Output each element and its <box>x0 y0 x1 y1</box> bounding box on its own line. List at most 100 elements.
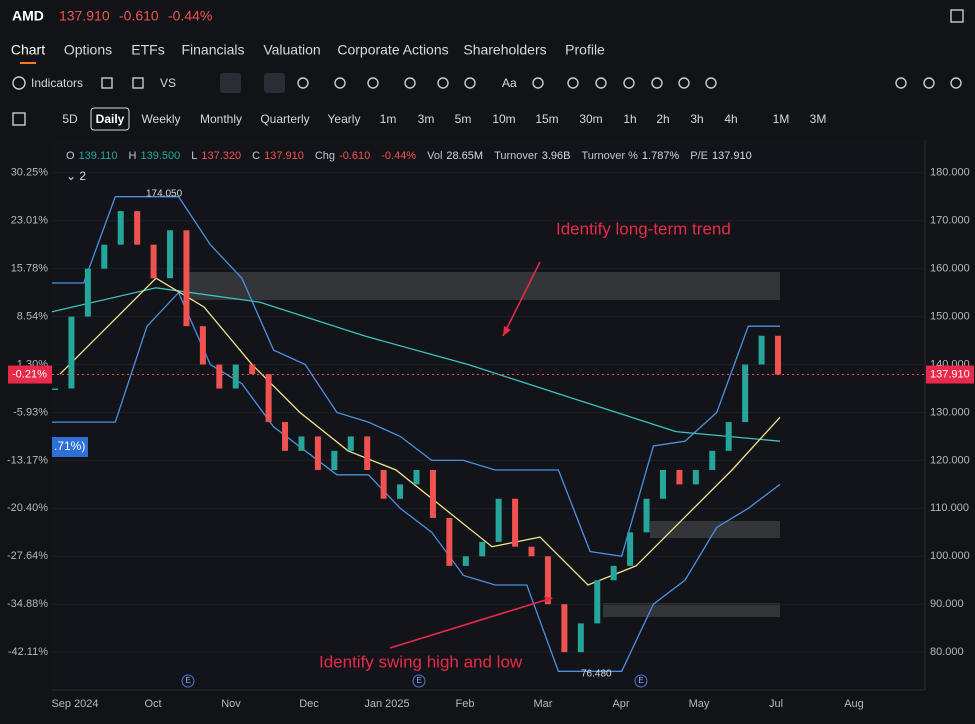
tab[interactable]: ETFs <box>131 42 164 58</box>
earnings-icon[interactable] <box>412 674 426 688</box>
cursor-active[interactable] <box>264 73 285 93</box>
quote-value: 137.320 <box>201 150 241 162</box>
quote-value: 28.65M <box>446 150 483 162</box>
earnings-icon[interactable] <box>181 674 195 688</box>
candle <box>52 388 58 390</box>
candle <box>331 450 338 470</box>
tool-icon[interactable] <box>950 77 962 89</box>
interval[interactable]: 30m <box>579 112 602 126</box>
interval[interactable]: 4h <box>724 112 737 126</box>
interval[interactable]: 1h <box>623 112 636 126</box>
text-tool[interactable]: Aa <box>502 76 517 90</box>
tool-icon[interactable] <box>437 77 449 89</box>
quote-label: Chg <box>315 150 335 162</box>
line-ma_long <box>51 287 781 442</box>
price-badge <box>926 365 974 384</box>
quote-value: 139.500 <box>140 150 180 162</box>
tool-icon[interactable] <box>678 77 690 89</box>
indicator-icon[interactable] <box>12 76 26 90</box>
tool-icon[interactable] <box>895 77 907 89</box>
interval[interactable]: 1m <box>380 112 397 126</box>
interval[interactable]: 15m <box>535 112 558 126</box>
candle <box>544 556 551 605</box>
x-tick-label: Oct <box>144 698 161 710</box>
candle <box>512 498 519 547</box>
interval[interactable]: 3m <box>418 112 435 126</box>
candle-icon[interactable] <box>101 77 113 89</box>
quote-value: -0.44% <box>381 150 416 162</box>
interval[interactable]: 10m <box>492 112 515 126</box>
tool-icon[interactable] <box>705 77 717 89</box>
tab[interactable]: Shareholders <box>463 42 546 58</box>
tab[interactable]: Options <box>64 42 112 58</box>
tab[interactable]: Chart <box>11 42 45 58</box>
y-tick-label: 180.000 <box>930 167 970 179</box>
candle <box>364 436 371 470</box>
interval[interactable]: 1M <box>773 112 790 126</box>
expand-icon[interactable] <box>950 9 964 23</box>
y-tick-label: 110.000 <box>930 502 969 514</box>
candle <box>199 326 206 365</box>
interval[interactable]: Daily <box>96 112 125 126</box>
pct-label: 30.25% <box>11 167 49 179</box>
tool-icon[interactable] <box>297 77 309 89</box>
interval[interactable]: 2h <box>656 112 669 126</box>
y-tick-label: 130.000 <box>930 406 970 418</box>
cut-badge <box>52 437 88 457</box>
candle <box>479 541 486 557</box>
tool-icon[interactable] <box>651 77 663 89</box>
symbol: AMD <box>12 8 44 24</box>
interval[interactable]: Weekly <box>141 112 180 126</box>
arrow <box>502 261 541 337</box>
candle <box>758 335 765 365</box>
earnings-label: E <box>416 676 421 685</box>
interval[interactable]: Yearly <box>328 112 361 126</box>
arrow-head <box>503 326 511 336</box>
tool-icon[interactable] <box>404 77 416 89</box>
tool-icon[interactable] <box>532 77 544 89</box>
arrow-head <box>544 596 553 603</box>
earnings-icon[interactable] <box>634 674 648 688</box>
tool-icon[interactable] <box>334 77 346 89</box>
tab[interactable]: Valuation <box>263 42 320 58</box>
price: 137.910 <box>59 8 110 24</box>
candle <box>627 532 634 566</box>
y-tick-label: 170.000 <box>930 215 970 227</box>
layout-icon[interactable] <box>12 112 26 126</box>
tab[interactable]: Corporate Actions <box>337 42 448 58</box>
tool-icon[interactable] <box>623 77 635 89</box>
pen-active[interactable] <box>220 73 241 93</box>
tool-icon[interactable] <box>464 77 476 89</box>
candle <box>380 469 387 499</box>
pct-label: -5.93% <box>13 406 48 418</box>
interval[interactable]: Quarterly <box>260 112 309 126</box>
candle <box>298 436 305 451</box>
y-tick-label: 160.000 <box>930 263 970 275</box>
rect-icon[interactable] <box>132 77 144 89</box>
indicators-button[interactable]: Indicators <box>31 76 83 90</box>
tool-icon[interactable] <box>367 77 379 89</box>
interval[interactable]: Monthly <box>200 112 242 126</box>
interval[interactable]: 3M <box>810 112 827 126</box>
tool-icon[interactable] <box>595 77 607 89</box>
candle <box>117 211 124 245</box>
tool-icon[interactable] <box>923 77 935 89</box>
quote-value: 137.910 <box>264 150 304 162</box>
candle <box>594 580 601 624</box>
interval[interactable]: 5D <box>62 112 78 126</box>
tool-icon[interactable] <box>567 77 579 89</box>
interval[interactable]: 3h <box>690 112 703 126</box>
candle <box>709 450 716 470</box>
pct-label: 8.54% <box>17 310 48 322</box>
interval[interactable]: 5m <box>455 112 472 126</box>
x-tick-label: Dec <box>299 698 319 710</box>
tab[interactable]: Profile <box>565 42 605 58</box>
indicator-toggle[interactable]: ⌄ 2 <box>66 169 86 183</box>
quote-label: Turnover % <box>581 150 638 162</box>
tab[interactable]: Financials <box>181 42 244 58</box>
pct-label: -13.17% <box>7 454 48 466</box>
vs-button[interactable]: VS <box>160 76 176 90</box>
zone <box>185 272 780 300</box>
